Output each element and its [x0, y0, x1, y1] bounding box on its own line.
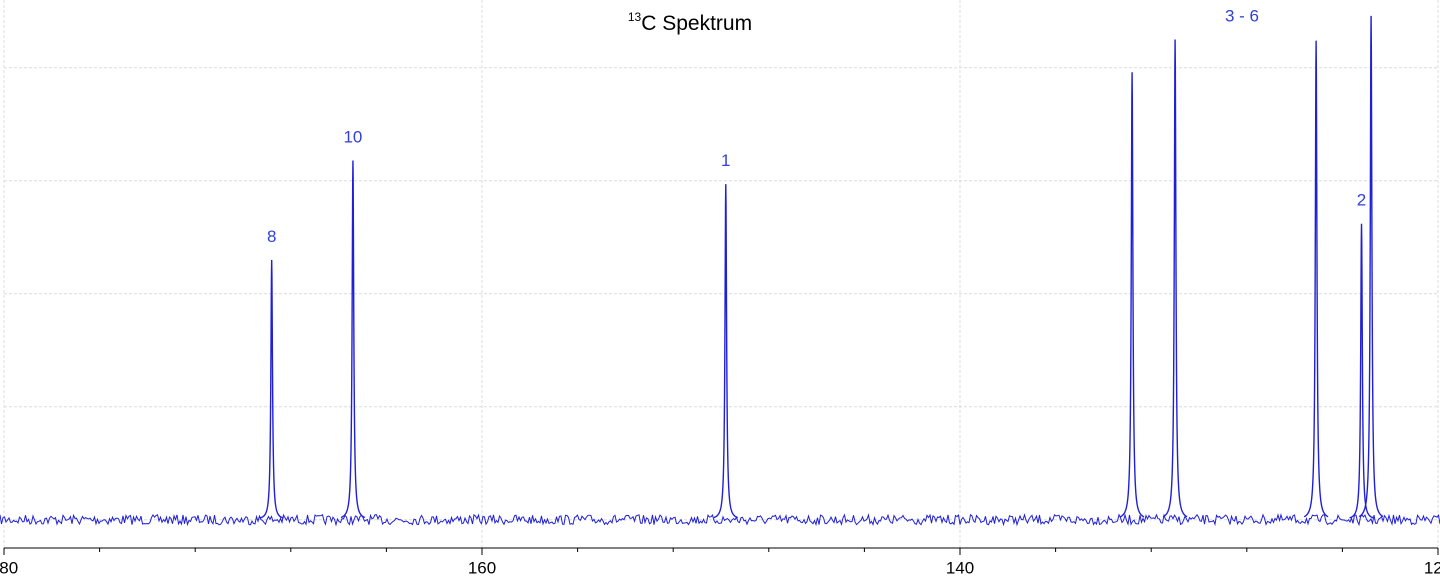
peak-label: 8 [267, 227, 276, 246]
peak-label: 10 [343, 127, 362, 146]
x-tick-label: 140 [946, 558, 974, 577]
baseline-noise [0, 512, 1440, 527]
peak [1119, 72, 1145, 518]
peak [1358, 15, 1384, 518]
chart-title: 13C Spektrum [628, 10, 752, 34]
x-tick-label: 160 [468, 558, 496, 577]
title-superscript: 13 [628, 10, 642, 24]
peak [340, 160, 366, 519]
peak-label: 1 [721, 151, 730, 170]
peak [1162, 39, 1188, 518]
title-text: C Spektrum [641, 12, 752, 35]
peak [713, 184, 738, 519]
peak [1303, 40, 1329, 518]
peak-label: 2 [1357, 191, 1366, 210]
peak [259, 259, 284, 519]
x-tick-label: 180 [0, 558, 18, 577]
peak-label: 3 - 6 [1225, 6, 1259, 25]
peak [1349, 223, 1374, 519]
x-tick-label: 120 [1424, 558, 1440, 577]
